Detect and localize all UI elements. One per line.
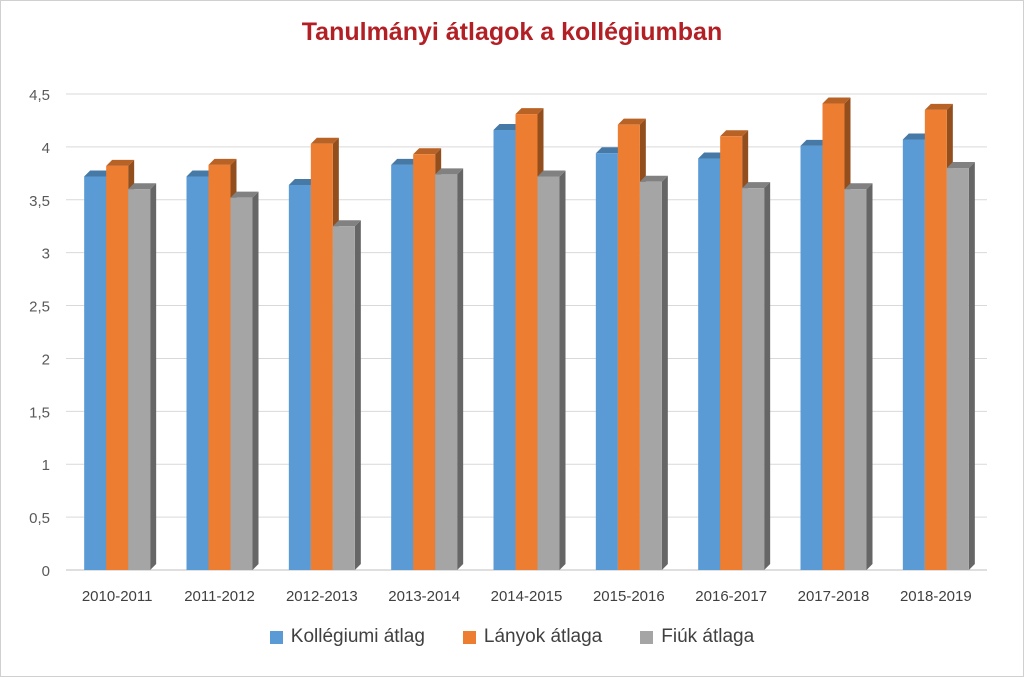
bar-top bbox=[617, 118, 646, 125]
bar-top bbox=[742, 182, 771, 189]
bar-top bbox=[186, 170, 215, 177]
bar-top bbox=[391, 158, 420, 165]
y-tick-label: 4,5 bbox=[29, 87, 50, 104]
x-tick-label: 2012-2013 bbox=[286, 588, 358, 605]
y-tick-label: 3 bbox=[42, 246, 50, 263]
bar bbox=[435, 174, 458, 570]
bar bbox=[332, 226, 355, 570]
legend-entry: Lányok átlaga bbox=[462, 626, 603, 648]
bar-top bbox=[902, 133, 931, 140]
bar bbox=[413, 154, 436, 570]
bar-top bbox=[106, 159, 135, 166]
bar-top bbox=[493, 123, 522, 130]
bar bbox=[720, 136, 743, 571]
bar-top bbox=[698, 152, 727, 159]
y-tick-label: 4 bbox=[42, 140, 50, 157]
bar-top bbox=[800, 139, 829, 146]
bar-side bbox=[150, 183, 157, 570]
bar bbox=[946, 168, 969, 571]
y-tick-label: 2 bbox=[42, 351, 50, 368]
bar bbox=[698, 158, 721, 570]
bar-top bbox=[332, 220, 361, 227]
x-tick-label: 2010-2011 bbox=[82, 588, 153, 605]
legend-entry: Kollégiumi átlag bbox=[269, 626, 425, 648]
x-tick-label: 2018-2019 bbox=[900, 588, 972, 605]
y-tick-label: 1,5 bbox=[29, 404, 50, 421]
y-tick-label: 0,5 bbox=[29, 510, 50, 527]
legend-label: Fiúk átlaga bbox=[661, 626, 755, 647]
bar-side bbox=[354, 220, 361, 570]
bar bbox=[493, 129, 516, 570]
x-tick-label: 2015-2016 bbox=[593, 588, 665, 605]
bar-side bbox=[559, 170, 566, 571]
bar-side bbox=[252, 191, 259, 570]
bar bbox=[742, 188, 765, 571]
bar-top bbox=[537, 170, 566, 177]
bar-side bbox=[764, 182, 771, 571]
bar bbox=[537, 176, 560, 571]
bar bbox=[128, 189, 151, 570]
bar bbox=[186, 176, 209, 571]
bar-top bbox=[230, 191, 259, 198]
bar bbox=[902, 139, 925, 571]
bar bbox=[617, 124, 640, 571]
bar-side bbox=[661, 175, 668, 570]
y-tick-label: 1 bbox=[42, 457, 50, 474]
bar-top bbox=[720, 130, 749, 137]
bar bbox=[515, 114, 538, 570]
bar-top bbox=[288, 178, 317, 185]
bar bbox=[106, 165, 129, 570]
x-tick-label: 2016-2017 bbox=[695, 588, 767, 605]
bar-top bbox=[310, 137, 339, 144]
legend-label: Lányok átlaga bbox=[483, 626, 603, 647]
bar bbox=[924, 109, 947, 570]
bar-top bbox=[924, 103, 953, 110]
bar-top bbox=[84, 170, 113, 177]
legend: Kollégiumi átlag Lányok átlaga Fiúk átlaga bbox=[0, 626, 1024, 648]
y-tick-label: 2,5 bbox=[29, 299, 50, 316]
legend-swatch bbox=[462, 630, 476, 644]
x-tick-label: 2011-2012 bbox=[184, 588, 255, 605]
legend-label: Kollégiumi átlag bbox=[290, 626, 425, 647]
bar-top bbox=[208, 158, 237, 165]
bar-top bbox=[946, 162, 975, 169]
bar bbox=[84, 176, 107, 571]
bar bbox=[639, 181, 662, 570]
bar bbox=[844, 189, 867, 570]
bar bbox=[800, 145, 823, 570]
y-tick-label: 3,5 bbox=[29, 193, 50, 210]
x-tick-label: 2014-2015 bbox=[491, 588, 563, 605]
bar bbox=[208, 164, 231, 571]
bar bbox=[230, 197, 253, 570]
bar-top bbox=[639, 175, 668, 182]
bar bbox=[310, 143, 333, 570]
x-tick-label: 2013-2014 bbox=[388, 588, 460, 605]
bar-side bbox=[968, 162, 975, 571]
legend-swatch bbox=[269, 630, 283, 644]
bar-side bbox=[457, 168, 464, 570]
bar-top bbox=[844, 183, 873, 190]
y-tick-label: 0 bbox=[42, 563, 50, 580]
x-tick-label: 2017-2018 bbox=[798, 588, 870, 605]
bar-top bbox=[435, 168, 464, 175]
legend-entry: Fiúk átlaga bbox=[640, 626, 754, 648]
bar bbox=[288, 184, 311, 571]
bar-top bbox=[128, 183, 157, 190]
bar-top bbox=[413, 148, 442, 155]
bar bbox=[595, 153, 618, 571]
bar-side bbox=[866, 183, 873, 570]
bar-top bbox=[515, 108, 544, 115]
bar bbox=[822, 103, 845, 571]
chart-title: Tanulmányi átlagok a kollégiumban bbox=[301, 18, 723, 46]
bar-top bbox=[822, 97, 851, 104]
bar bbox=[391, 164, 414, 571]
legend-swatch bbox=[640, 630, 654, 644]
bar-top bbox=[595, 147, 624, 154]
